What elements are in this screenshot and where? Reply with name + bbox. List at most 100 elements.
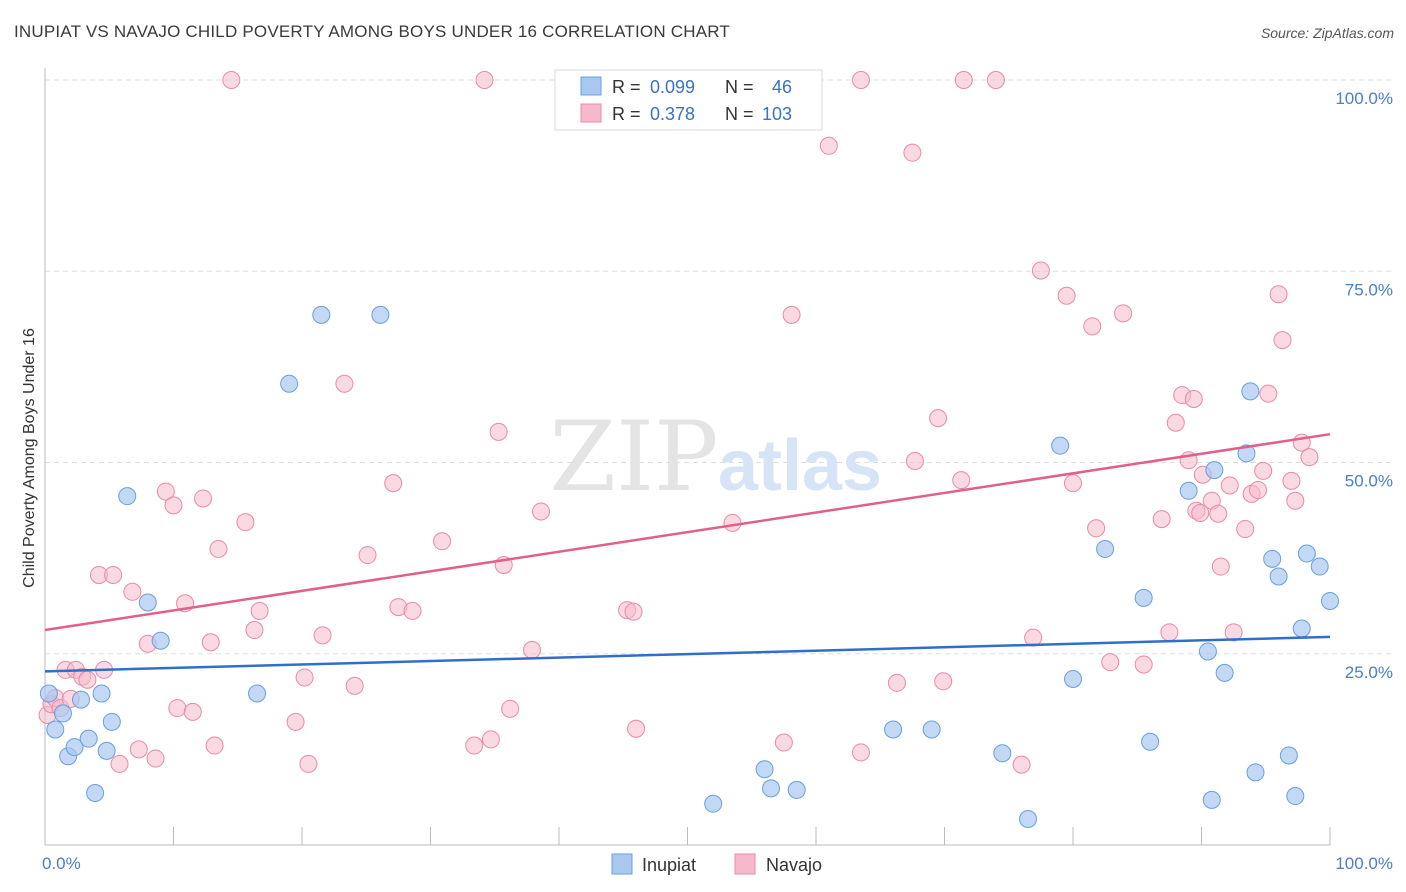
navajo-point [905, 451, 924, 470]
inupiat-point [762, 779, 781, 798]
inupiat-point [39, 684, 58, 703]
navajo-point [1273, 331, 1292, 350]
inupiat-point [71, 690, 90, 709]
navajo-point [104, 565, 123, 584]
navajo-point [1057, 286, 1076, 305]
series-swatch-inupiat [611, 853, 633, 875]
series-swatch-navajo [734, 853, 756, 875]
navajo-point [475, 71, 494, 89]
inupiat-point [1019, 809, 1038, 828]
inupiat-point [1215, 663, 1234, 682]
navajo-point [851, 743, 870, 762]
navajo-point [1249, 481, 1268, 500]
navajo-point [1220, 476, 1239, 495]
grid-lines [45, 79, 1395, 655]
source-credit: Source: ZipAtlas.com [1260, 25, 1394, 41]
inupiat-point [1205, 461, 1224, 480]
x-tick-label: 100.0% [1335, 854, 1393, 873]
inupiat-point [884, 720, 903, 739]
navajo-point [335, 374, 354, 393]
navajo-point [1166, 413, 1185, 432]
navajo-trend-line [44, 432, 1331, 632]
y-tick-label: 50.0% [1345, 472, 1393, 491]
navajo-point [465, 736, 484, 755]
navajo-point [1012, 755, 1031, 774]
navajo-point [1282, 471, 1301, 490]
legend-swatch-navajo [580, 103, 602, 123]
navajo-point [1031, 261, 1050, 280]
navajo-point [954, 71, 973, 89]
inupiat-point [1269, 567, 1288, 586]
navajo-point [523, 640, 542, 659]
inupiat-point [1237, 444, 1256, 463]
navajo-point [819, 136, 838, 155]
inupiat-point [1292, 619, 1311, 638]
inupiat-point [1096, 539, 1115, 558]
navajo-point [1211, 557, 1230, 576]
inupiat-point [1279, 746, 1298, 765]
inupiat-point [53, 704, 72, 723]
legend-r-label-1: R = [612, 77, 641, 97]
inupiat-point [755, 760, 774, 779]
inupiat-point [1241, 382, 1260, 401]
navajo-point [1083, 317, 1102, 336]
inupiat-point [102, 712, 121, 731]
navajo-point [286, 712, 305, 731]
inupiat-point [1297, 544, 1316, 563]
navajo-point [986, 71, 1005, 89]
inupiat-point [1064, 669, 1082, 688]
navajo-point [384, 474, 403, 493]
watermark: ZIP atlas [549, 401, 882, 513]
navajo-point [222, 71, 241, 89]
navajo-point [1087, 519, 1106, 538]
navajo-point [723, 513, 742, 532]
navajo-point [489, 422, 508, 441]
inupiat-trend-line [44, 635, 1331, 673]
inupiat-point [248, 684, 267, 703]
navajo-point [1184, 390, 1203, 409]
navajo-point [1286, 491, 1305, 510]
legend-r-label-2: R = [612, 104, 641, 124]
navajo-point [78, 670, 97, 689]
inupiat-point [1141, 732, 1160, 751]
inupiat-point [138, 593, 157, 612]
inupiat-point [1263, 549, 1282, 568]
navajo-point [1191, 503, 1210, 522]
navajo-point [129, 740, 148, 759]
inupiat-point [79, 729, 98, 748]
navajo-point [1024, 628, 1043, 647]
series-label-inupiat: Inupiat [642, 855, 696, 875]
y-tick-label: 25.0% [1345, 663, 1393, 682]
legend-n-label-2: N = [725, 104, 754, 124]
inupiat-point [65, 738, 84, 757]
inupiat-point [1246, 763, 1265, 782]
navajo-point [123, 582, 142, 601]
inupiat-point [1051, 436, 1070, 455]
inupiat-point [1321, 591, 1339, 610]
tick-labels: 25.0% 50.0% 75.0% 100.0% 0.0% 100.0% [42, 89, 1393, 873]
navajo-point [205, 736, 224, 755]
series-legend: Inupiat Navajo [611, 853, 822, 875]
inupiat-point [86, 783, 105, 802]
navajo-point [929, 409, 948, 428]
navajo-point [358, 546, 377, 565]
navajo-points [38, 71, 1319, 774]
navajo-point [952, 471, 971, 490]
navajo-point [110, 754, 129, 773]
navajo-point [934, 672, 953, 691]
navajo-point [851, 71, 870, 89]
inupiat-point [312, 305, 331, 324]
legend-n-label-1: N = [725, 77, 754, 97]
navajo-point [299, 754, 318, 773]
inupiat-points [39, 305, 1339, 828]
navajo-point [345, 676, 364, 695]
inupiat-point [787, 780, 806, 799]
inupiat-point [92, 684, 111, 703]
navajo-point [774, 733, 793, 752]
navajo-point [1224, 623, 1243, 642]
navajo-point [1269, 285, 1288, 304]
y-tick-label: 75.0% [1345, 280, 1393, 299]
inupiat-point [97, 741, 116, 760]
navajo-point [624, 602, 643, 621]
